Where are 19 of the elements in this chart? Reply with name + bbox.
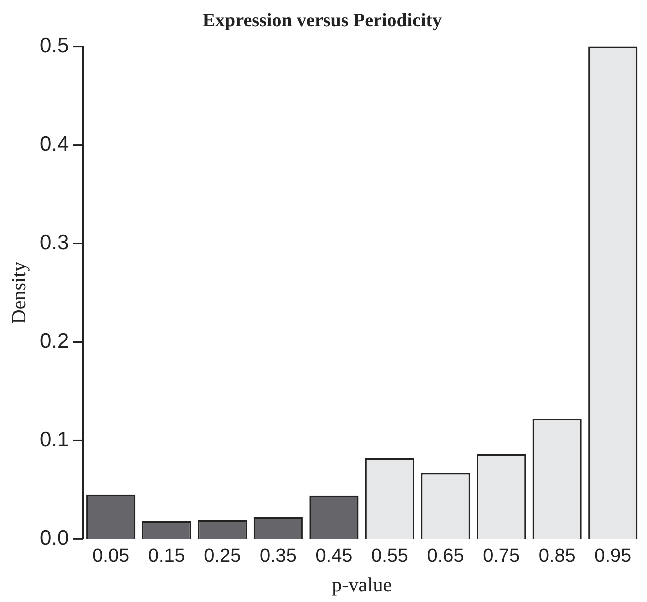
x-tick-label: 0.55 — [371, 546, 408, 567]
x-tick-label: 0.75 — [483, 546, 520, 567]
x-axis-title: p-value — [332, 574, 392, 596]
x-tick-label: 0.25 — [204, 546, 242, 567]
x-tick-label: 0.85 — [538, 546, 576, 567]
y-tick-label: 0.4 — [40, 133, 70, 156]
x-tick-label: 0.45 — [316, 546, 353, 567]
y-tick-label: 0.0 — [40, 526, 70, 550]
x-tick-label: 0.35 — [260, 546, 297, 567]
x-tick-label: 0.95 — [594, 546, 632, 567]
y-tick-label: 0.3 — [40, 232, 70, 255]
y-tick-label: 0.1 — [40, 428, 70, 452]
y-tick-label: 0.5 — [40, 34, 70, 58]
x-tick-label: 0.65 — [427, 546, 464, 567]
y-axis-title: Density — [8, 262, 30, 324]
x-tick-label: 0.15 — [148, 546, 186, 567]
chart-title: Expression versus Periodicity — [202, 10, 443, 32]
y-tick-label: 0.2 — [40, 330, 70, 354]
x-tick-label: 0.05 — [92, 546, 130, 567]
